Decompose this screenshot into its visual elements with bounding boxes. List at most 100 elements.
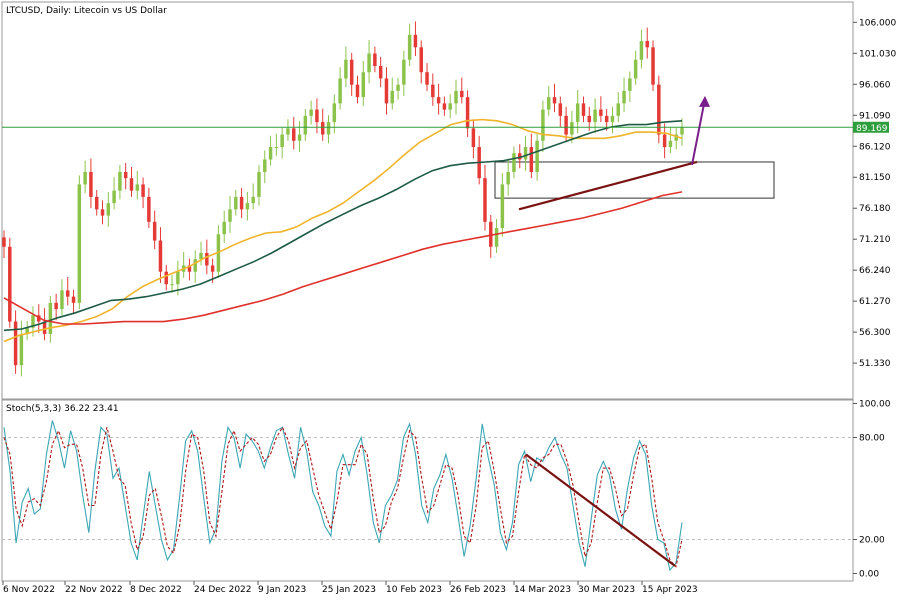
candle-body — [494, 228, 499, 247]
candle-body — [564, 115, 568, 135]
candle-body — [355, 84, 360, 98]
candle-body — [25, 327, 29, 335]
x-tick-label: 15 Apr 2023 — [642, 585, 698, 595]
candle-body — [152, 221, 157, 241]
price-tick-label: 96.060 — [859, 80, 891, 90]
candle-body — [425, 72, 429, 85]
drawings-layer — [518, 95, 710, 211]
candle-body — [326, 122, 331, 135]
candle-body — [448, 103, 452, 110]
price-tick-label: 61.270 — [859, 297, 891, 307]
candle-body — [657, 84, 661, 135]
candle-body — [239, 196, 244, 210]
x-tick-label: 6 Nov 2022 — [3, 585, 55, 595]
price-tick-label: 51.330 — [859, 359, 891, 369]
candle-body — [407, 34, 412, 60]
candle-body — [396, 84, 400, 91]
current-price-label-bg — [853, 121, 889, 133]
candle-body — [344, 59, 348, 79]
candle-body — [210, 265, 215, 272]
support-zone-layer — [494, 161, 775, 199]
candle-body — [413, 34, 418, 48]
candle-body — [506, 171, 510, 185]
candle-body — [546, 97, 551, 110]
candle-body — [436, 97, 441, 104]
x-tick-label: 22 Nov 2022 — [65, 585, 123, 595]
candle-body — [292, 128, 296, 141]
candle-body — [610, 115, 615, 123]
candle-body — [297, 134, 302, 141]
price-panel: 106.000 101.030 96.060 91.090 86.120 81.150 76… — [1, 1, 896, 400]
candle-body — [251, 196, 255, 204]
candle-body — [581, 103, 586, 116]
candle-body — [500, 184, 505, 229]
candle-body — [419, 47, 423, 73]
stoch-signal-line — [3, 426, 683, 568]
candle-body — [2, 237, 6, 247]
x-tick-label: 26 Feb 2023 — [450, 585, 506, 595]
candle-body — [274, 147, 279, 149]
candle-body — [523, 147, 528, 160]
candle-body — [60, 290, 64, 310]
candle-body — [680, 127, 684, 135]
stochastic-trendline-layer — [525, 453, 676, 567]
candle-body — [48, 302, 53, 335]
candle-body — [512, 153, 516, 172]
candle-body — [228, 209, 232, 222]
candle-body — [558, 103, 563, 116]
candle-body — [645, 41, 649, 48]
stochastic-axis-ticks: 100.00 80.00 20.00 0.00 — [853, 400, 891, 580]
stoch-tick-label: 0.00 — [859, 570, 879, 580]
candle-body — [651, 47, 655, 85]
candle-body — [338, 78, 342, 104]
candle-body — [112, 190, 116, 204]
candle-body — [483, 178, 487, 222]
candle-body — [639, 41, 644, 60]
price-axis-ticks: 106.000 101.030 96.060 91.090 86.120 81.150 76… — [853, 18, 896, 369]
candle-body — [187, 265, 192, 272]
candle-body — [147, 196, 151, 222]
candle-body — [552, 97, 557, 104]
stoch-tick-label: 100.00 — [859, 400, 891, 410]
stoch-falling-trendline — [525, 453, 676, 567]
candle-body — [77, 184, 82, 303]
bullish-arrow-shaft — [691, 103, 705, 166]
candle-body — [234, 196, 238, 210]
candle-body — [662, 134, 667, 148]
candle-body — [37, 315, 41, 322]
candle-body — [164, 271, 168, 285]
bullish-arrow-head — [699, 95, 710, 107]
moving-average-line-3 — [3, 191, 683, 325]
x-tick-label: 8 Dec 2022 — [130, 585, 182, 595]
x-axis: 6 Nov 2022 22 Nov 2022 8 Dec 2022 24 Dec 20… — [2, 581, 698, 595]
price-tick-label: 56.300 — [859, 328, 891, 338]
price-tick-label: 81.150 — [859, 173, 891, 183]
candle-body — [349, 59, 354, 85]
candle-body — [668, 140, 673, 148]
candle-body — [604, 115, 609, 123]
candle-body — [66, 290, 70, 297]
candle-body — [384, 78, 389, 104]
candle-body — [633, 59, 638, 79]
rising-trendline — [518, 160, 698, 211]
candle-body — [367, 53, 371, 73]
candle-body — [89, 171, 93, 197]
candle-body — [454, 90, 458, 104]
candle-body — [570, 122, 574, 135]
candle-body — [460, 90, 464, 98]
candle-body — [222, 221, 226, 235]
candle-body — [402, 59, 406, 85]
candle-body — [268, 147, 273, 160]
candle-body — [529, 147, 534, 172]
x-tick-label: 25 Jan 2023 — [322, 585, 376, 595]
candle-body — [31, 315, 35, 328]
candle-body — [141, 184, 145, 197]
candle-body — [616, 103, 620, 116]
price-chart-title: LTCUSD, Daily: Litecoin vs US Dollar — [6, 6, 167, 16]
stochastic-lines-layer — [3, 420, 683, 572]
moving-averages-layer — [3, 118, 683, 343]
x-tick-label: 30 Mar 2023 — [578, 585, 635, 595]
candle-body — [71, 296, 76, 303]
candle-body — [489, 221, 493, 247]
